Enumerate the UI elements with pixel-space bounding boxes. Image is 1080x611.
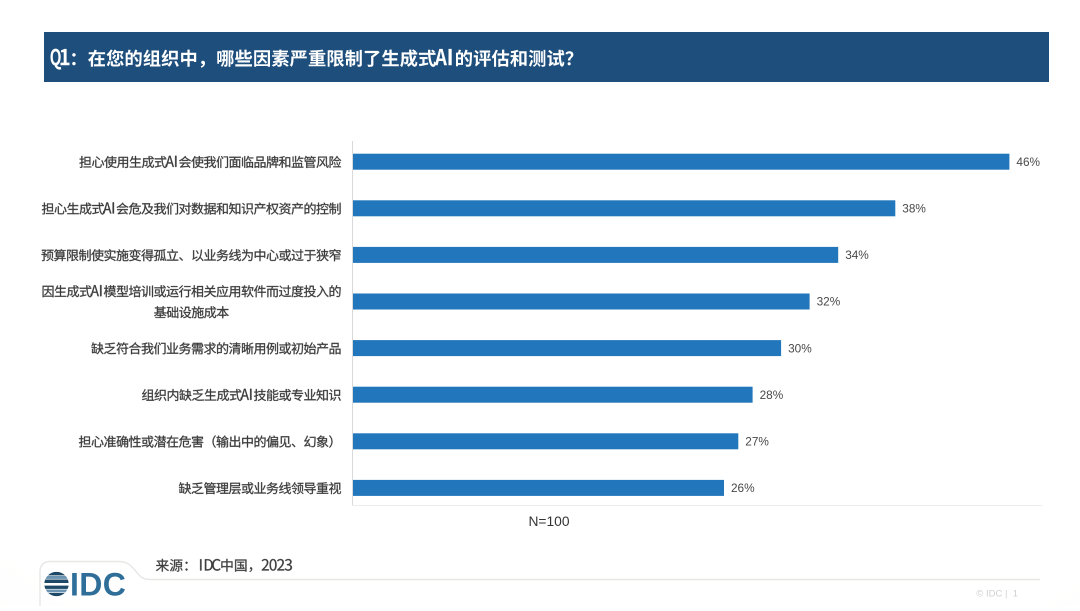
- svg-text:© IDC | 1: © IDC | 1: [976, 589, 1018, 600]
- svg-text:32%: 32%: [817, 295, 841, 309]
- svg-text:N=100: N=100: [528, 514, 569, 529]
- svg-text:38%: 38%: [902, 202, 926, 216]
- svg-text:IDC: IDC: [70, 567, 126, 603]
- svg-text:34%: 34%: [845, 248, 869, 262]
- svg-text:28%: 28%: [760, 388, 784, 402]
- svg-text:46%: 46%: [1016, 155, 1040, 169]
- svg-text:30%: 30%: [788, 341, 812, 355]
- svg-text:27%: 27%: [745, 435, 769, 449]
- svg-text:26%: 26%: [731, 481, 755, 495]
